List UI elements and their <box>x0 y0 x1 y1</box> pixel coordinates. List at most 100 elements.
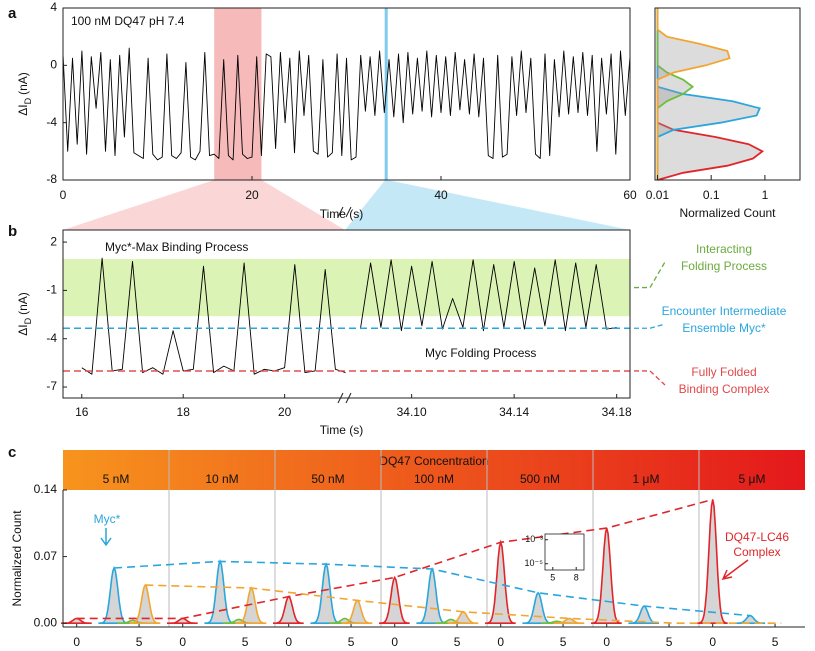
peak <box>204 559 236 625</box>
category-label: 100 nM <box>414 472 454 486</box>
trace <box>359 259 617 332</box>
peak <box>522 591 554 624</box>
y-axis-label-part: (nA) <box>16 292 30 315</box>
panel-label: b <box>8 223 17 240</box>
x-tick-label: 20 <box>278 405 292 419</box>
count-area <box>657 8 730 180</box>
category-label: 10 nM <box>205 472 238 486</box>
category-label: 5 μM <box>739 472 766 486</box>
x-tick-label: 40 <box>434 188 448 202</box>
state-band <box>63 258 630 317</box>
x-tick-label: 5 <box>242 635 249 649</box>
y-tick-label: -7 <box>46 379 57 393</box>
peak <box>628 605 660 624</box>
y-tick-label: 0.00 <box>34 615 58 629</box>
note: DQ47-LC46 <box>725 530 789 544</box>
plot-frame <box>62 229 631 399</box>
x-tick-label: 20 <box>245 188 259 202</box>
peak <box>416 566 448 625</box>
y-tick-label: -8 <box>46 172 57 186</box>
zoom-connector <box>345 180 630 230</box>
x-tick-label: 34.14 <box>499 405 529 419</box>
y-axis-label-part: (nA) <box>16 72 30 95</box>
x-tick-label: 0 <box>179 635 186 649</box>
inset-tick-label: 10⁻⁵ <box>525 558 544 568</box>
x-tick-label: 16 <box>75 405 89 419</box>
inset-tick-label: 5 <box>550 572 555 582</box>
state-label: Binding Complex <box>679 382 770 396</box>
process-label: Myc Folding Process <box>425 346 536 360</box>
peak <box>235 586 267 624</box>
y-axis-label-part: D <box>23 317 33 324</box>
peak <box>734 614 766 624</box>
label-connector <box>634 370 666 386</box>
trace <box>81 257 346 375</box>
y-tick-label: 0 <box>50 58 57 72</box>
x-tick-label: 34.18 <box>602 405 632 419</box>
inset-frame <box>544 533 585 571</box>
peak <box>273 595 304 624</box>
x-tick-label: 5 <box>454 635 461 649</box>
label-connector <box>634 323 666 329</box>
y-tick-label: -4 <box>46 331 57 345</box>
inset-tick-label: 10⁻³ <box>525 534 543 544</box>
y-axis-label: Normalized Count <box>10 510 24 607</box>
zoom-connector <box>63 180 345 230</box>
category-label: 1 μM <box>633 472 660 486</box>
peak <box>697 499 728 625</box>
plot-frame <box>654 7 801 181</box>
panel-label: c <box>8 444 16 461</box>
trend-line <box>114 560 751 617</box>
peak <box>379 575 410 625</box>
note: Myc* <box>94 512 121 526</box>
state-label: Folding Process <box>681 259 767 273</box>
x-axis-label: Time (s) <box>320 423 364 437</box>
x-tick-label: 0 <box>285 635 292 649</box>
process-label: Myc*-Max Binding Process <box>105 240 248 254</box>
x-tick-label: 5 <box>136 635 143 649</box>
inset-tick-label: 8 <box>574 572 579 582</box>
x-tick-label: 0 <box>60 188 67 202</box>
x-tick-label: 5 <box>772 635 779 649</box>
x-tick-label: 0 <box>73 635 80 649</box>
state-label: Interacting <box>696 242 752 256</box>
panel-label: a <box>8 5 17 22</box>
y-tick-label: 4 <box>50 0 57 14</box>
x-tick-label: 0.01 <box>646 188 670 202</box>
category-label: 500 nM <box>520 472 560 486</box>
category-label: 50 nM <box>311 472 344 486</box>
state-label: Fully Folded <box>691 365 756 379</box>
trend-line <box>145 584 782 624</box>
x-tick-label: 0 <box>391 635 398 649</box>
x-tick-label: 34.10 <box>397 405 427 419</box>
x-tick-label: 1 <box>762 188 769 202</box>
y-axis-label-part: ΔI <box>16 104 30 115</box>
x-tick-label: 18 <box>177 405 191 419</box>
peak <box>310 562 342 625</box>
y-axis-label-part: D <box>23 97 33 104</box>
x-tick-label: 0.1 <box>703 188 720 202</box>
x-axis-label: Normalized Count <box>679 206 776 220</box>
highlight-band <box>214 8 262 180</box>
count-area <box>657 8 760 180</box>
header-bar <box>63 450 805 490</box>
x-axis-label: Time (s) <box>320 207 364 221</box>
x-tick-label: 5 <box>666 635 673 649</box>
trend-line <box>76 498 713 620</box>
x-tick-label: 0 <box>709 635 716 649</box>
y-tick-label: 0.14 <box>34 482 58 496</box>
y-tick-label: -1 <box>46 283 57 297</box>
y-tick-label: -4 <box>46 115 57 129</box>
axis-break <box>337 206 352 218</box>
y-tick-label: 2 <box>50 234 57 248</box>
peak <box>591 527 622 625</box>
y-axis-label: ΔID (nA) <box>16 72 33 116</box>
note-arrow <box>100 528 112 547</box>
y-axis-label: ΔID (nA) <box>16 292 33 336</box>
state-label: Encounter Intermediate <box>662 304 787 318</box>
trace <box>62 47 631 161</box>
x-tick-label: 0 <box>603 635 610 649</box>
label-connector <box>634 261 666 289</box>
state-label: Ensemble Myc* <box>682 321 766 335</box>
